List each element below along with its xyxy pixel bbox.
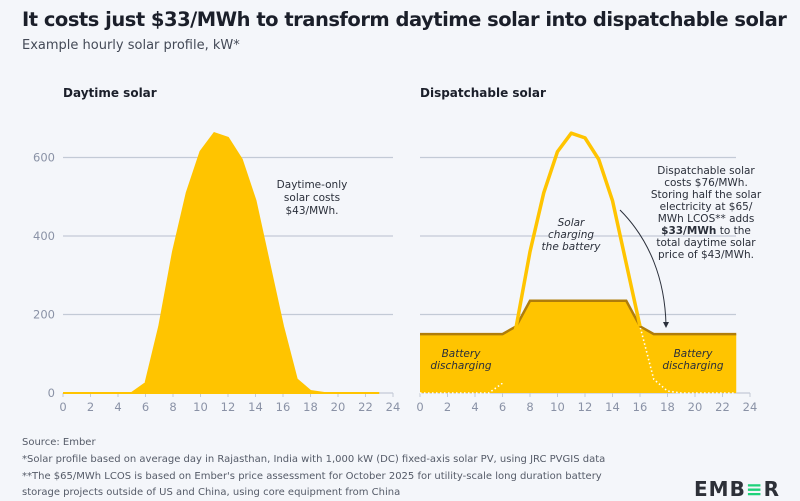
x-tick-label: 14 xyxy=(248,400,263,414)
y-tick-label: 400 xyxy=(33,229,55,243)
x-tick-label: 10 xyxy=(193,400,208,414)
x-tick-label: 24 xyxy=(743,400,758,414)
annotation-daytime-cost: $43/MWh. xyxy=(285,205,338,217)
x-tick-label: 10 xyxy=(550,400,565,414)
x-tick-label: 0 xyxy=(416,400,423,414)
x-tick-label: 12 xyxy=(221,400,236,414)
annotation-dispatchable-cost: costs $76/MWh. xyxy=(664,177,748,189)
x-tick-label: 6 xyxy=(142,400,149,414)
x-tick-label: 0 xyxy=(59,400,66,414)
x-tick-label: 4 xyxy=(471,400,478,414)
annotation-solar-charging: Solar xyxy=(558,217,585,229)
x-tick-label: 14 xyxy=(605,400,620,414)
annotation-battery-discharging-left: discharging xyxy=(430,360,491,372)
annotation-daytime-cost: solar costs xyxy=(284,192,340,204)
annotation-dispatchable-cost: price of $43/MWh. xyxy=(658,249,754,261)
annotation-dispatchable-cost: MWh LCOS** adds xyxy=(658,213,755,225)
annotation-battery-discharging-left: Battery xyxy=(442,348,482,360)
x-tick-label: 22 xyxy=(358,400,373,414)
x-tick-label: 12 xyxy=(578,400,593,414)
annotation-dispatchable-cost: Storing half the solar xyxy=(651,189,762,201)
panel-title-daytime: Daytime solar xyxy=(63,86,157,100)
y-tick-label: 600 xyxy=(33,151,55,165)
annotation-arrow xyxy=(619,209,667,326)
annotation-solar-charging: the battery xyxy=(542,241,602,253)
ember-logo: EMB≡R xyxy=(694,477,780,501)
annotation-battery-discharging-right: Battery xyxy=(674,348,714,360)
footnote-1: *Solar profile based on average day in R… xyxy=(22,454,606,465)
panel-title-dispatchable: Dispatchable solar xyxy=(420,86,546,100)
x-tick-label: 16 xyxy=(633,400,648,414)
x-tick-label: 2 xyxy=(444,400,451,414)
annotation-bg xyxy=(548,213,592,253)
solar-line xyxy=(500,131,642,384)
arrow-head-icon xyxy=(663,322,669,328)
dispatchable-area xyxy=(420,300,737,393)
annotation-dispatchable-cost: electricity at $65/ xyxy=(660,201,753,213)
annotation-dispatchable-cost: total daytime solar xyxy=(656,237,756,249)
annotation-dispatchable-cost: $33/MWh to the xyxy=(661,225,751,237)
x-tick-label: 18 xyxy=(660,400,675,414)
x-tick-label: 2 xyxy=(87,400,94,414)
y-tick-label: 200 xyxy=(33,308,55,322)
x-tick-label: 22 xyxy=(715,400,730,414)
x-tick-label: 20 xyxy=(688,400,703,414)
y-tick-label: 0 xyxy=(48,386,55,400)
x-tick-label: 8 xyxy=(526,400,533,414)
footnote-2: **The $65/MWh LCOS is based on Ember's p… xyxy=(22,471,602,482)
chart-title: It costs just $33/MWh to transform dayti… xyxy=(22,8,787,31)
annotation-battery-discharging-right: discharging xyxy=(662,360,723,372)
annotation-solar-charging: charging xyxy=(548,229,594,241)
x-tick-label: 8 xyxy=(169,400,176,414)
x-tick-label: 24 xyxy=(386,400,401,414)
annotation-daytime-cost: Daytime-only xyxy=(277,179,348,191)
x-tick-label: 18 xyxy=(303,400,318,414)
solar-area xyxy=(63,131,380,394)
x-tick-label: 6 xyxy=(499,400,506,414)
x-tick-label: 4 xyxy=(114,400,121,414)
chart-subtitle: Example hourly solar profile, kW* xyxy=(22,38,240,53)
x-tick-label: 16 xyxy=(276,400,291,414)
source-note: Source: Ember xyxy=(22,437,96,448)
annotation-dispatchable-cost: Dispatchable solar xyxy=(657,165,755,177)
footnote-3: storage projects outside of US and China… xyxy=(22,487,401,498)
x-tick-label: 20 xyxy=(331,400,346,414)
dispatchable-line xyxy=(420,299,737,336)
